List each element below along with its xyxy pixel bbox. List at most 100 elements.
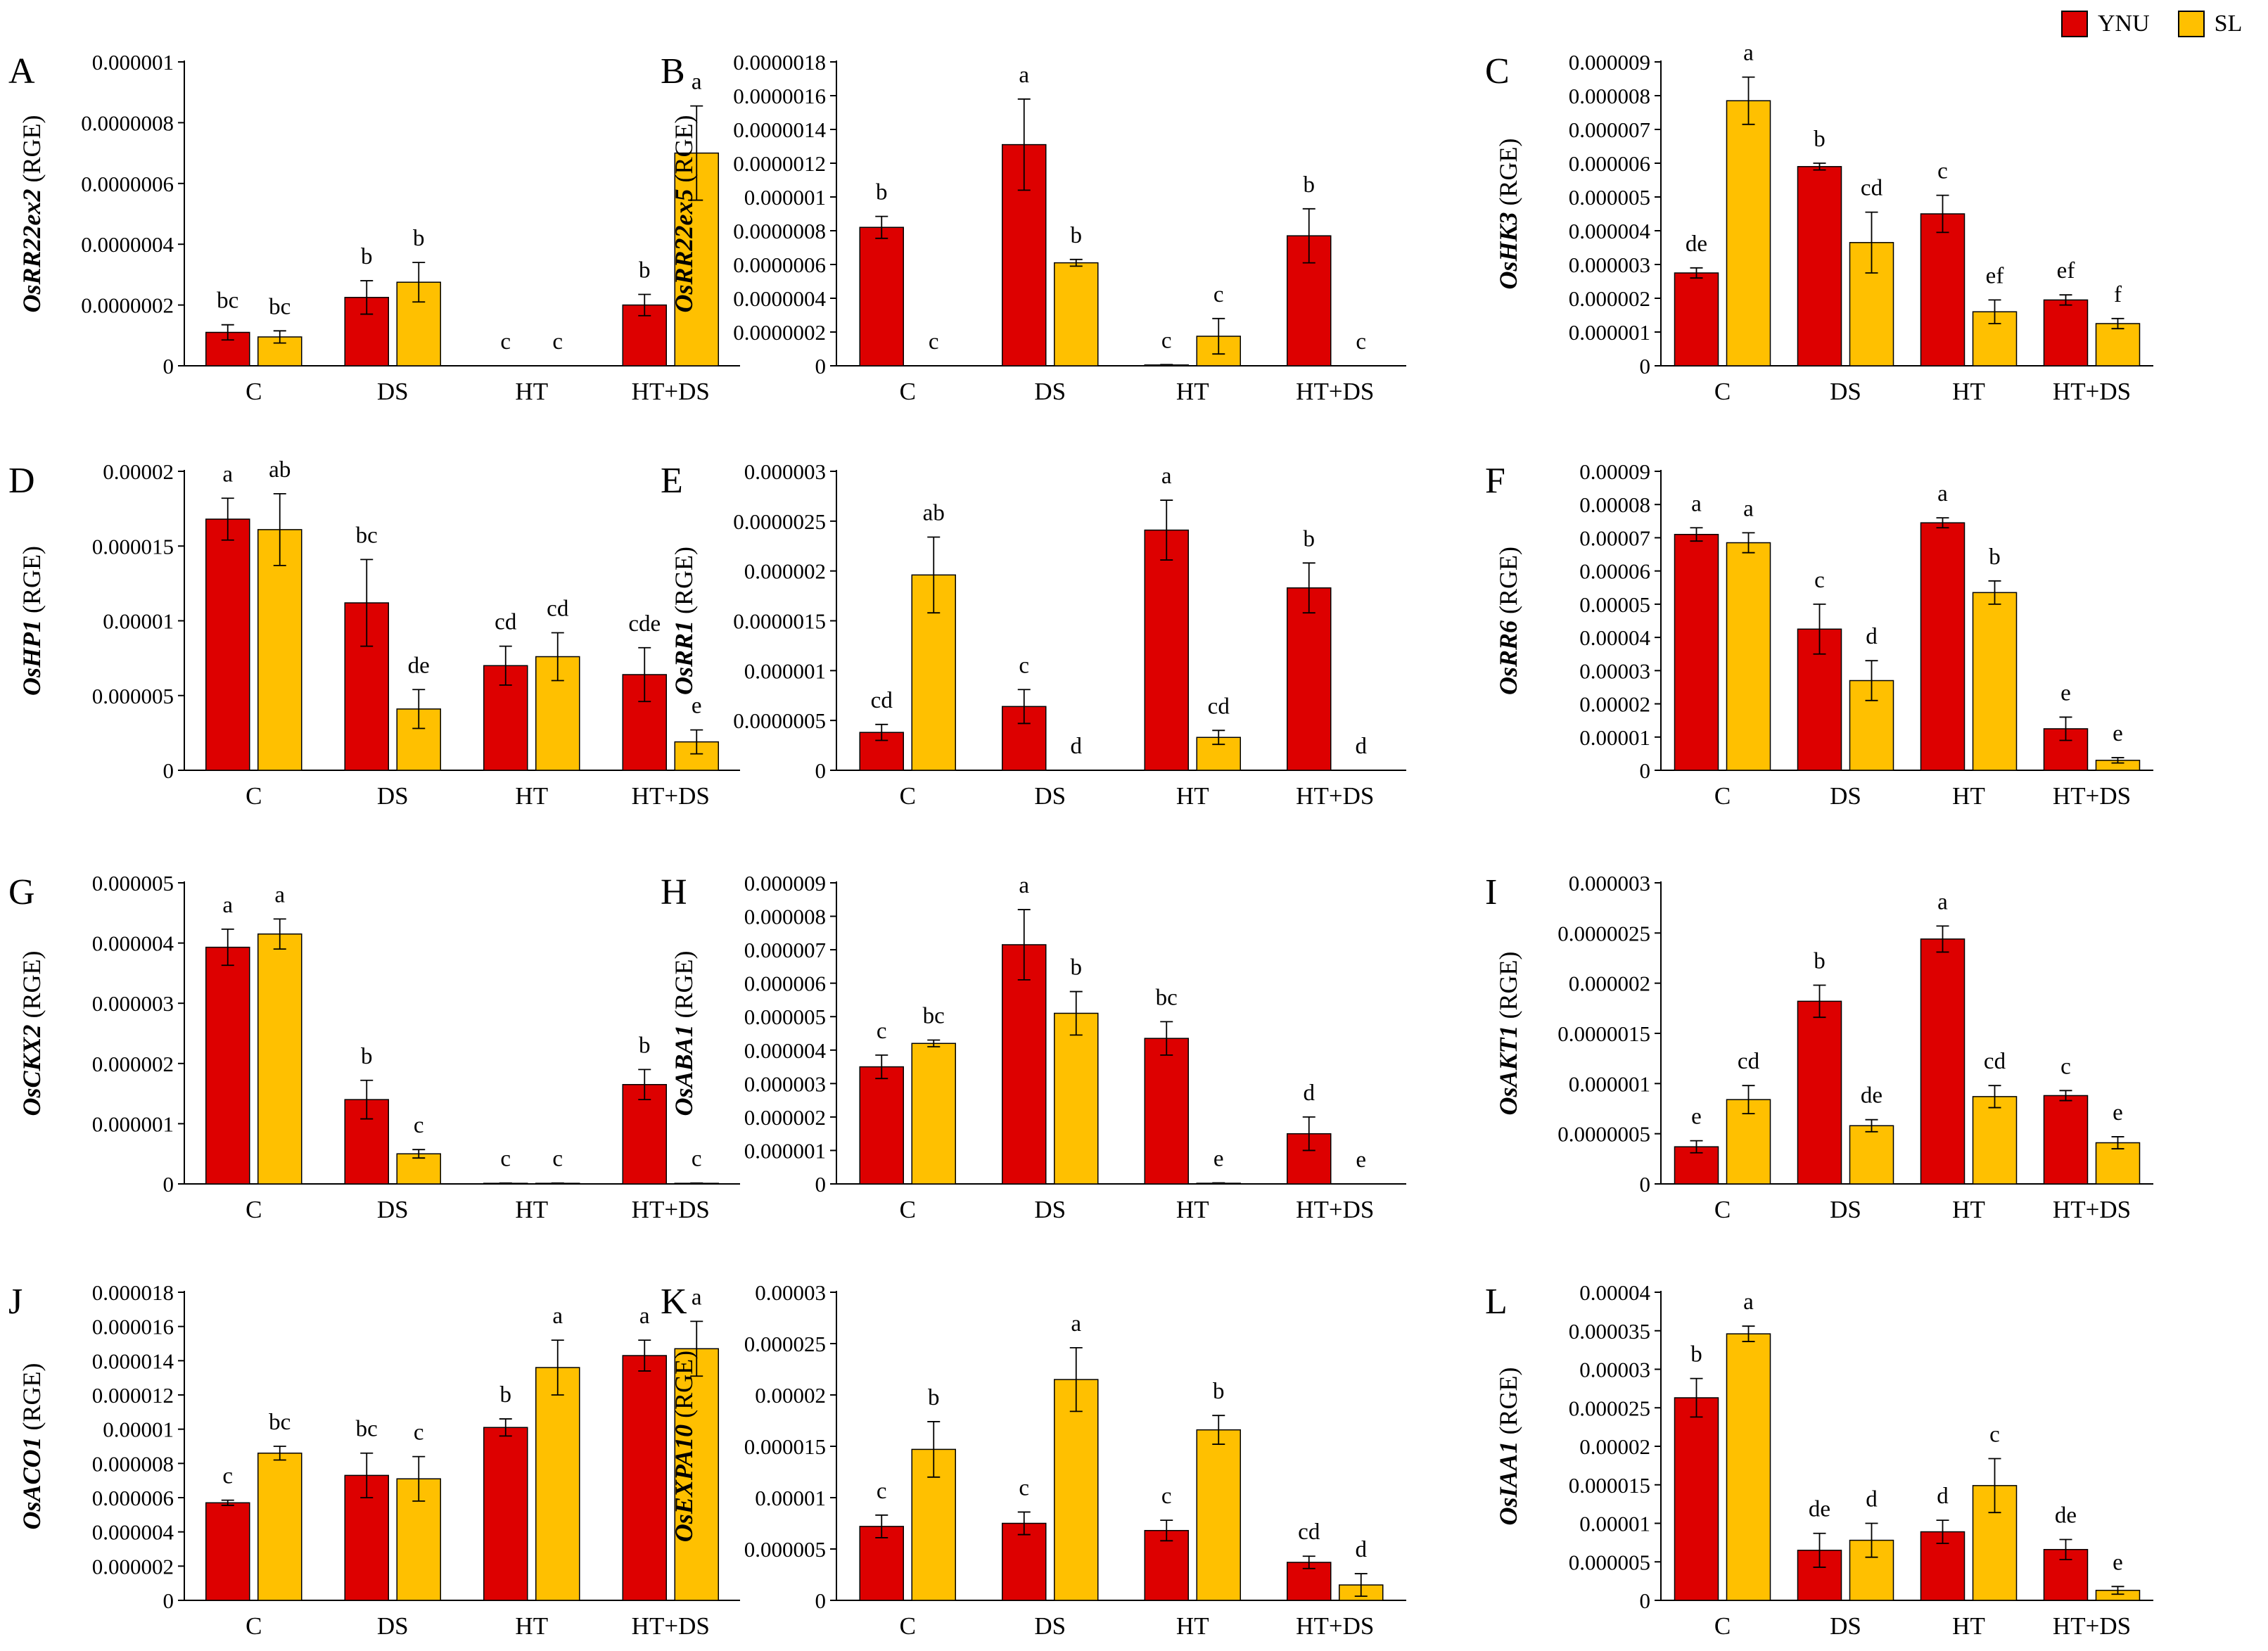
bar-d-sl: [257, 529, 302, 771]
bar-k-ynu: [1002, 1522, 1047, 1601]
bar-j-sl: [535, 1367, 580, 1601]
significance-letter-k: b: [928, 1385, 940, 1410]
significance-letter-i: de: [1861, 1083, 1882, 1109]
significance-letter-l: d: [1866, 1487, 1878, 1512]
x-tick-label-c: DS: [1830, 378, 1861, 405]
x-tick-label-a: HT+DS: [632, 378, 710, 405]
panel-label-d: D: [8, 461, 35, 501]
significance-letter-h: e: [1356, 1147, 1366, 1173]
significance-letter-b: b: [1071, 223, 1083, 248]
significance-letter-h: c: [877, 1019, 887, 1044]
significance-letter-b: c: [1356, 329, 1366, 355]
y-tick-label-b: 0: [815, 354, 827, 378]
significance-letter-c: b: [1814, 127, 1826, 152]
x-tick-label-c: HT+DS: [2053, 378, 2131, 405]
legend-label-sl: SL: [2214, 11, 2243, 37]
y-tick-label-i: 0.0000005: [1557, 1122, 1650, 1147]
x-tick-label-l: DS: [1830, 1612, 1861, 1640]
significance-letter-g: c: [414, 1113, 424, 1138]
x-tick-label-f: C: [1714, 782, 1731, 810]
y-axis-unit-d: (RGE): [18, 546, 46, 620]
bar-j-ynu: [205, 1502, 250, 1601]
x-tick-label-j: C: [246, 1612, 262, 1640]
significance-letter-k: b: [1213, 1379, 1225, 1404]
x-tick-label-k: HT: [1176, 1612, 1209, 1640]
bar-c-ynu: [1920, 213, 1966, 366]
bar-l-ynu: [1797, 1550, 1842, 1601]
y-tick-label-k: 0.00001: [755, 1486, 826, 1510]
x-tick-label-e: C: [900, 782, 916, 810]
x-tick-label-i: C: [1714, 1196, 1731, 1223]
x-tick-label-d: C: [246, 782, 262, 810]
panel-label-j: J: [8, 1282, 23, 1322]
legend-label-ynu: YNU: [2098, 11, 2150, 37]
significance-letter-a: a: [692, 70, 702, 95]
bar-a-ynu: [622, 304, 667, 366]
significance-letter-f: d: [1866, 624, 1878, 649]
significance-letter-l: c: [1989, 1422, 2000, 1448]
y-tick-label-h: 0.000003: [744, 1071, 826, 1096]
y-tick-label-b: 0.0000004: [733, 286, 826, 311]
x-tick-label-j: DS: [377, 1612, 409, 1640]
y-tick-label-i: 0.000002: [1569, 971, 1650, 996]
x-tick-label-e: HT+DS: [1296, 782, 1374, 810]
significance-letter-e: ab: [923, 501, 945, 526]
bar-c-ynu: [1674, 272, 1719, 366]
significance-letter-g: b: [639, 1033, 651, 1058]
bar-a-ynu: [205, 331, 250, 366]
bar-i-sl: [2095, 1142, 2141, 1185]
bar-d-ynu: [205, 518, 250, 771]
y-tick-label-c: 0.000008: [1569, 84, 1650, 108]
y-tick-label-h: 0.000005: [744, 1005, 826, 1029]
bar-i-ynu: [1797, 1000, 1842, 1185]
y-tick-label-c: 0.000006: [1569, 151, 1650, 176]
y-axis-gene-d: OsHP1: [18, 620, 46, 696]
bar-b-sl: [1054, 262, 1099, 366]
significance-letter-b: b: [876, 180, 888, 205]
x-tick-label-d: DS: [377, 782, 409, 810]
y-axis-title-b: OsRR22ex5 (RGE): [670, 115, 698, 313]
y-tick-label-c: 0.000003: [1569, 253, 1650, 277]
significance-letter-c: ef: [1986, 263, 2004, 288]
y-tick-label-a: 0.0000006: [81, 172, 174, 196]
x-tick-label-g: HT: [515, 1196, 548, 1223]
y-tick-label-f: 0.00003: [1579, 658, 1650, 683]
y-tick-label-g: 0.000004: [92, 931, 174, 956]
bar-h-ynu: [1144, 1038, 1189, 1185]
bar-j-ynu: [483, 1427, 528, 1601]
bar-g-ynu: [344, 1099, 389, 1185]
significance-letter-d: cd: [547, 597, 569, 622]
legend-swatch-ynu: [2061, 11, 2088, 37]
bar-k-ynu: [1144, 1529, 1189, 1601]
x-tick-label-g: C: [246, 1196, 262, 1223]
y-tick-label-l: 0.000025: [1569, 1396, 1650, 1420]
y-tick-label-k: 0.00003: [755, 1280, 826, 1305]
y-axis-title-f: OsRR6 (RGE): [1494, 547, 1522, 695]
y-tick-label-g: 0: [163, 1172, 174, 1197]
significance-letter-e: c: [1019, 653, 1029, 678]
x-tick-label-g: DS: [377, 1196, 409, 1223]
y-tick-label-i: 0.000001: [1569, 1071, 1650, 1096]
y-axis-gene-j: OsACO1: [18, 1436, 46, 1529]
significance-letter-c: cd: [1861, 176, 1883, 201]
y-axis-unit-i: (RGE): [1494, 951, 1522, 1025]
y-tick-label-h: 0.000002: [744, 1105, 826, 1130]
significance-letter-b: b: [1304, 172, 1315, 198]
y-axis-gene-f: OsRR6: [1494, 620, 1522, 695]
y-tick-label-l: 0.00003: [1579, 1358, 1650, 1382]
x-tick-label-j: HT: [515, 1612, 548, 1640]
y-tick-label-b: 0.0000006: [733, 253, 826, 277]
y-tick-label-e: 0.000003: [744, 459, 826, 484]
y-tick-label-c: 0.000001: [1569, 320, 1650, 345]
y-axis-title-g: OsCKX2 (RGE): [18, 950, 46, 1116]
bar-l-sl: [1726, 1333, 1771, 1601]
bar-f-sl: [1972, 592, 2018, 771]
y-tick-label-f: 0: [1640, 758, 1651, 783]
x-tick-label-b: HT: [1176, 378, 1209, 405]
panel-label-e: E: [661, 461, 683, 501]
significance-letter-l: e: [2113, 1550, 2123, 1575]
x-tick-label-b: C: [900, 378, 916, 405]
significance-letter-j: a: [552, 1303, 563, 1329]
significance-letter-j: c: [414, 1420, 424, 1446]
significance-letter-k: c: [1161, 1484, 1172, 1509]
